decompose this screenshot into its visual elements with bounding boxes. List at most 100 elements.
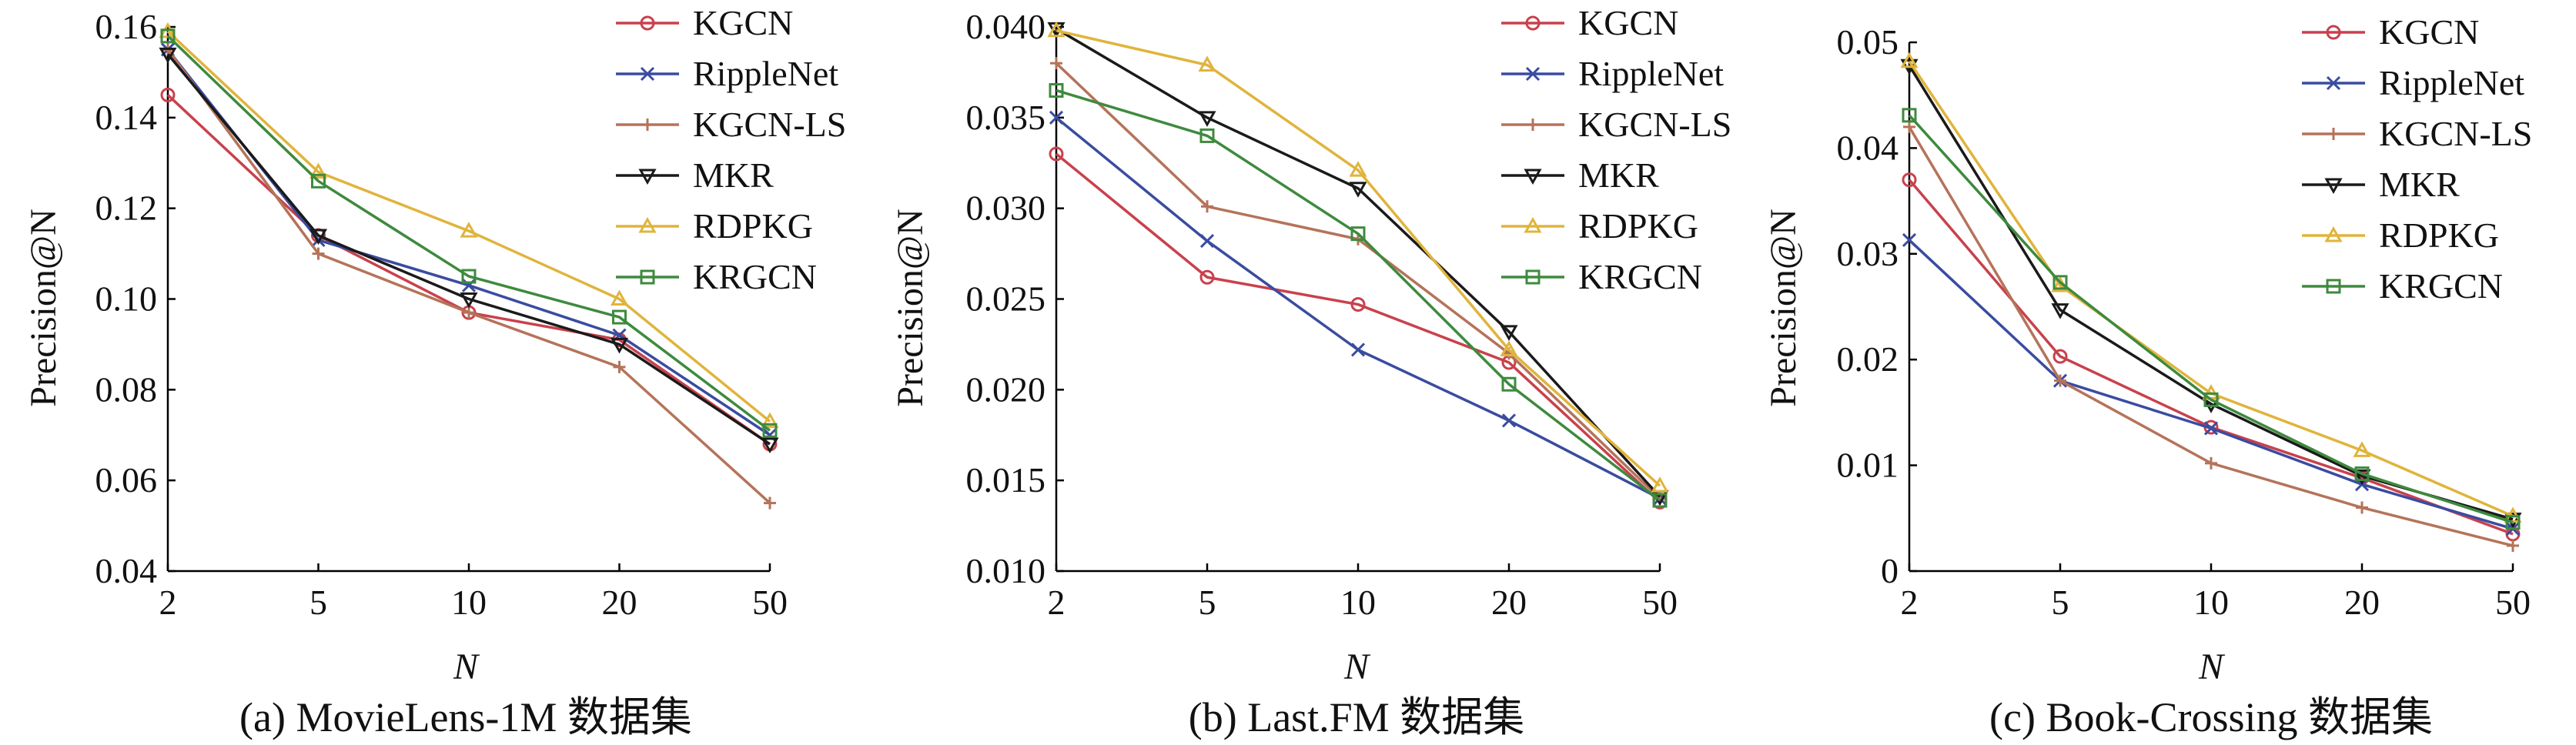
caption-b: (b) Last.FM 数据集 xyxy=(1189,694,1524,740)
legend-label: KGCN xyxy=(2379,12,2479,52)
data-point-rdpkg xyxy=(1500,340,1518,356)
legend-item-rdpkg: RDPKG xyxy=(2302,215,2499,255)
y-tick-label: 0.010 xyxy=(966,551,1046,590)
data-point-rdpkg xyxy=(460,222,478,238)
data-point-mkr xyxy=(610,337,629,354)
data-point-kgcn-ls xyxy=(2507,540,2519,553)
series-line-rdpkg xyxy=(166,30,771,423)
data-point-kgcn-ls xyxy=(1201,200,1213,213)
legend-item-rdpkg: RDPKG xyxy=(616,206,813,246)
data-point-kgcn xyxy=(2052,349,2068,364)
x-tick-label: 2 xyxy=(1901,583,1919,622)
x-tick-label: 5 xyxy=(1199,583,1216,622)
data-point-krgcn xyxy=(2354,466,2370,482)
data-point-krgcn xyxy=(762,423,778,438)
data-point-mkr xyxy=(1349,182,1367,198)
data-point-mkr xyxy=(309,229,328,246)
legend-marker xyxy=(1525,15,1541,31)
data-point-ripplenet xyxy=(461,278,477,292)
data-point-kgcn-ls xyxy=(1050,57,1062,70)
x-axis-title-a: N xyxy=(453,646,480,687)
data-point-ripplenet xyxy=(1049,110,1064,125)
y-tick-label: 0.06 xyxy=(95,460,158,499)
panel-movielens: Precision@N N (a) MovieLens-1M 数据集 0.04 0… xyxy=(23,3,846,740)
legend-label: RippleNet xyxy=(1578,54,1724,93)
x-tick-label: 10 xyxy=(2193,583,2229,622)
caption-a: (a) MovieLens-1M 数据集 xyxy=(239,694,692,740)
data-point-rdpkg xyxy=(2353,441,2371,457)
series-line-rdpkg xyxy=(1055,29,1661,487)
series-line-kgcn-ls xyxy=(1055,62,1661,499)
legend: KGCN RippleNet KGCN-LS MKR RDPKG KRGCN xyxy=(2302,12,2532,306)
data-point-krgcn xyxy=(461,269,477,284)
data-point-kgcn-ls xyxy=(613,360,626,373)
data-point-krgcn xyxy=(1049,82,1064,98)
legend-label: KGCN-LS xyxy=(1578,105,1731,144)
series-krgcn xyxy=(1902,108,2521,530)
data-point-mkr xyxy=(1500,325,1518,341)
data-point-ripplenet xyxy=(1501,413,1517,428)
legend-marker xyxy=(638,216,657,233)
data-point-rdpkg xyxy=(1651,476,1669,493)
legend-marker xyxy=(1527,119,1539,131)
data-point-kgcn-ls xyxy=(2054,374,2066,387)
legend-marker xyxy=(2326,279,2341,294)
data-point-mkr xyxy=(159,47,177,64)
legend-label: RDPKG xyxy=(1578,206,1698,246)
legend-item-kgcn-ls: KGCN-LS xyxy=(1501,105,1731,144)
legend-item-krgcn: KRGCN xyxy=(1501,257,1702,296)
legend-item-ripplenet: RippleNet xyxy=(2302,63,2524,102)
legend-label: KGCN xyxy=(693,3,793,42)
legend-item-rdpkg: RDPKG xyxy=(1501,206,1698,246)
y-tick-label: 0.030 xyxy=(966,189,1046,228)
series-line-krgcn xyxy=(166,35,771,432)
data-point-rdpkg xyxy=(1047,21,1066,38)
data-point-krgcn xyxy=(1350,226,1366,242)
y-tick-label: 0.05 xyxy=(1837,22,1899,62)
legend-item-mkr: MKR xyxy=(616,155,774,195)
data-point-krgcn xyxy=(2505,515,2521,530)
legend-marker xyxy=(1525,66,1541,82)
series-line-mkr xyxy=(1055,27,1661,498)
data-point-kgcn-ls xyxy=(463,306,475,319)
y-tick-label: 0.12 xyxy=(95,189,158,228)
legend-label: RDPKG xyxy=(2379,215,2499,255)
x-tick-label: 2 xyxy=(159,583,177,622)
x-axis-title-b: N xyxy=(1343,646,1371,687)
x-tick-label: 10 xyxy=(451,583,487,622)
y-tick-label: 0.04 xyxy=(95,551,158,590)
legend-marker xyxy=(1524,169,1542,185)
data-point-mkr xyxy=(2051,303,2069,319)
y-axis-title-b: Precision@N xyxy=(890,209,931,407)
legend-marker xyxy=(2324,226,2343,242)
data-point-mkr xyxy=(761,437,779,454)
legend-label: RDPKG xyxy=(693,206,813,246)
data-point-kgcn xyxy=(1902,172,1917,188)
series-line-mkr xyxy=(166,53,771,446)
x-tick-label: 20 xyxy=(2344,583,2380,622)
legend-label: RippleNet xyxy=(2379,63,2524,102)
series-rdpkg xyxy=(1047,21,1669,493)
data-point-kgcn-ls xyxy=(2205,456,2217,469)
series-krgcn xyxy=(1049,82,1668,508)
y-tick-label: 0 xyxy=(1881,551,1899,590)
legend-label: KGCN-LS xyxy=(693,105,846,144)
data-point-krgcn xyxy=(311,173,326,189)
legend-label: KRGCN xyxy=(1578,257,1702,296)
legend-item-krgcn: KRGCN xyxy=(616,257,817,296)
data-point-kgcn-ls xyxy=(2356,501,2368,514)
y-tick-label: 0.020 xyxy=(966,369,1046,409)
x-tick-label: 50 xyxy=(1642,583,1678,622)
x-tick-label: 50 xyxy=(2495,583,2531,622)
x-tick-label: 5 xyxy=(2052,583,2069,622)
data-point-ripplenet xyxy=(1350,342,1366,357)
data-point-kgcn xyxy=(160,87,176,102)
y-tick-label: 0.03 xyxy=(1837,234,1899,273)
legend-label: KRGCN xyxy=(2379,266,2503,306)
data-point-krgcn xyxy=(2203,392,2219,407)
legend-marker xyxy=(640,66,655,82)
legend-marker xyxy=(2326,75,2341,91)
series-line-kgcn xyxy=(1055,152,1661,503)
y-tick-label: 0.01 xyxy=(1837,446,1899,485)
